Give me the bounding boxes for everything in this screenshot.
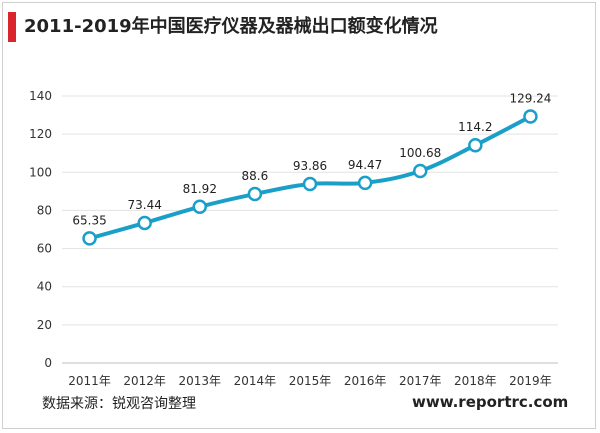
data-point bbox=[523, 109, 538, 124]
chart-frame bbox=[2, 2, 596, 429]
x-tick-label: 2016年 bbox=[344, 374, 387, 388]
data-point bbox=[468, 137, 483, 153]
title-accent-bar bbox=[8, 12, 16, 42]
x-tick-label: 2013年 bbox=[179, 374, 222, 388]
y-tick-label: 60 bbox=[37, 242, 52, 256]
data-point bbox=[412, 163, 428, 179]
x-tick-label: 2017年 bbox=[399, 374, 442, 388]
y-tick-label: 120 bbox=[29, 127, 52, 141]
data-point bbox=[82, 231, 97, 246]
data-label: 81.92 bbox=[183, 182, 217, 196]
data-label: 94.47 bbox=[348, 158, 382, 172]
data-label: 100.68 bbox=[399, 146, 441, 160]
data-point bbox=[247, 186, 263, 202]
x-tick-label: 2014年 bbox=[234, 374, 277, 388]
y-tick-label: 100 bbox=[29, 165, 52, 179]
data-points bbox=[82, 109, 538, 246]
data-point bbox=[302, 176, 318, 192]
data-point bbox=[192, 199, 208, 215]
y-tick-label: 40 bbox=[37, 280, 52, 294]
data-point bbox=[137, 215, 152, 231]
data-label: 88.6 bbox=[242, 169, 269, 183]
grid-lines bbox=[62, 95, 558, 326]
x-axis-ticks: 2011年 2012年 2013年 2014年 2015年 2016年 2017年 2018年… bbox=[68, 374, 551, 388]
x-tick-label: 2011年 bbox=[68, 374, 111, 388]
x-tick-label: 2019年 bbox=[509, 374, 552, 388]
data-label: 65.35 bbox=[72, 213, 106, 227]
x-tick-label: 2015年 bbox=[289, 374, 332, 388]
website-link[interactable]: www.reportrc.com bbox=[412, 393, 569, 411]
chart-title: 2011-2019年中国医疗仪器及器械出口额变化情况 bbox=[24, 16, 438, 37]
x-tick-label: 2018年 bbox=[454, 374, 497, 388]
y-axis-ticks: 0 20 40 60 80 100 120 140 bbox=[29, 89, 52, 370]
data-label: 129.24 bbox=[509, 92, 551, 106]
y-tick-label: 140 bbox=[29, 89, 52, 103]
data-label: 114.2 bbox=[458, 120, 492, 134]
x-tick-label: 2012年 bbox=[123, 374, 166, 388]
data-label: 93.86 bbox=[293, 159, 327, 173]
data-point bbox=[357, 175, 373, 191]
y-tick-label: 20 bbox=[37, 318, 52, 332]
y-tick-label: 0 bbox=[44, 356, 52, 370]
source-note: 数据来源：锐观咨询整理 bbox=[42, 396, 196, 412]
data-labels: 65.35 73.44 81.92 88.6 93.86 94.47 100.68 114.2… bbox=[72, 92, 551, 228]
y-tick-label: 80 bbox=[37, 203, 52, 217]
data-label: 73.44 bbox=[127, 198, 161, 212]
